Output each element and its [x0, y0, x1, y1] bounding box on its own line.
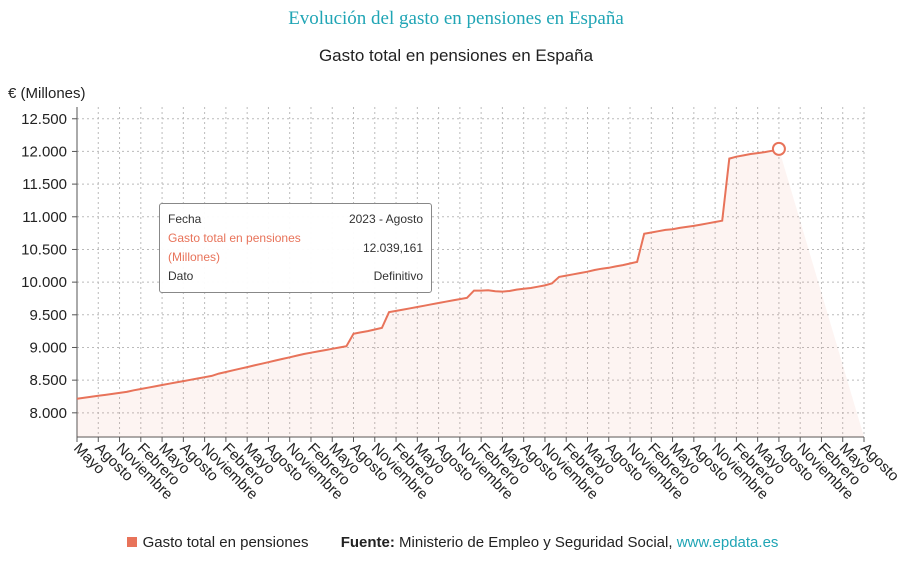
- legend-swatch: [126, 537, 137, 547]
- tooltip-value: 12.039,161: [362, 240, 423, 255]
- y-tick-label: 11.500: [22, 176, 67, 193]
- y-tick-label: 11.000: [22, 209, 67, 226]
- footer: Gasto total en pensiones Fuente: Ministe…: [0, 534, 905, 551]
- highlight-point: [771, 141, 786, 156]
- y-tick-label: 10.000: [21, 274, 67, 291]
- area: [77, 148, 864, 437]
- y-tick-label: 8.500: [29, 372, 67, 389]
- y-tick-label: 12.500: [21, 111, 67, 128]
- chart: Evolución del gasto en pensiones en Espa…: [8, 8, 902, 503]
- source-link[interactable]: www.epdata.es: [676, 534, 779, 551]
- chart-title: Gasto total en pensiones en España: [319, 46, 594, 65]
- page-title: Evolución del gasto en pensiones en Espa…: [288, 8, 624, 29]
- line: [76, 147, 780, 400]
- y-tick-label: 9.500: [29, 307, 67, 324]
- tooltip: Fecha 2023 - Agosto Gasto total en pensio…: [159, 203, 432, 293]
- tooltip-value: 2023 - Agosto: [348, 212, 423, 226]
- tooltip-label: Fecha: [168, 212, 202, 226]
- legend-label: Gasto total en pensiones: [142, 534, 309, 551]
- tooltip-value: Definitivo: [373, 269, 423, 283]
- source-label: Fuente:: [340, 534, 395, 551]
- y-axis-label: € (Millones): [8, 85, 86, 102]
- tooltip-label: Dato: [168, 269, 194, 283]
- source: Ministerio de Empleo y Seguridad Social,: [399, 534, 673, 551]
- y-tick-label: 10.500: [21, 241, 67, 258]
- y-tick-label: 12.000: [21, 143, 67, 160]
- y-tick-label: 8.000: [29, 405, 67, 422]
- y-tick-label: 9.000: [29, 339, 67, 356]
- tooltip-label: Gasto total en pensiones (Millones): [168, 231, 301, 264]
